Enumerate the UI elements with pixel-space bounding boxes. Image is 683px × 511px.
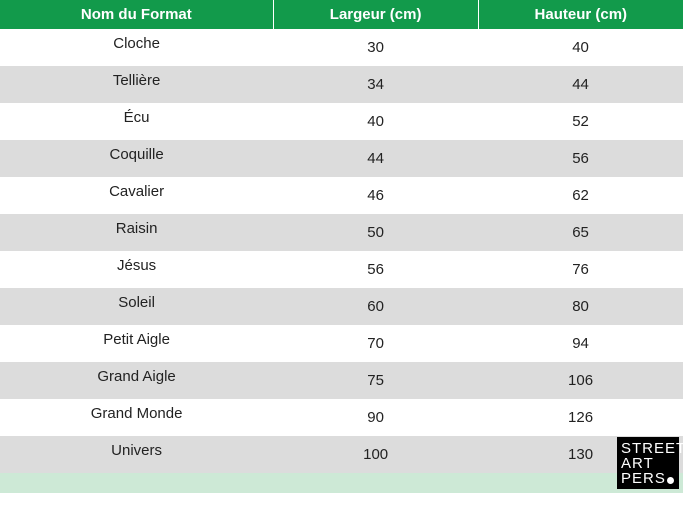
cell-height: 80 bbox=[478, 288, 683, 325]
table-row: Raisin 50 65 bbox=[0, 214, 683, 251]
table-body: Cloche 30 40 Tellière 34 44 Écu 40 52 Co… bbox=[0, 29, 683, 493]
table-row: Cloche 30 40 bbox=[0, 29, 683, 66]
cell-height: 62 bbox=[478, 177, 683, 214]
cell-name: Écu bbox=[0, 103, 273, 140]
cell-height: 52 bbox=[478, 103, 683, 140]
cell-width: 70 bbox=[273, 325, 478, 362]
logo-line3: PERS bbox=[621, 471, 675, 486]
cell-height: 94 bbox=[478, 325, 683, 362]
cell-width: 50 bbox=[273, 214, 478, 251]
cell-height: 126 bbox=[478, 399, 683, 436]
table-row: Petit Aigle 70 94 bbox=[0, 325, 683, 362]
table-header-row: Nom du Format Largeur (cm) Hauteur (cm) bbox=[0, 0, 683, 29]
cell-height: 44 bbox=[478, 66, 683, 103]
cell-height: 65 bbox=[478, 214, 683, 251]
table-footer-row bbox=[0, 473, 683, 493]
cell-height: 76 bbox=[478, 251, 683, 288]
cell-name: Grand Monde bbox=[0, 399, 273, 436]
logo-line1: STREET bbox=[621, 441, 675, 456]
cell-width: 90 bbox=[273, 399, 478, 436]
cell-height: 56 bbox=[478, 140, 683, 177]
footer-cell bbox=[0, 473, 683, 493]
cell-name: Univers bbox=[0, 436, 273, 473]
col-header-width: Largeur (cm) bbox=[273, 0, 478, 29]
cell-width: 60 bbox=[273, 288, 478, 325]
col-header-name: Nom du Format bbox=[0, 0, 273, 29]
cell-name: Petit Aigle bbox=[0, 325, 273, 362]
cell-width: 40 bbox=[273, 103, 478, 140]
cell-name: Grand Aigle bbox=[0, 362, 273, 399]
table-row: Écu 40 52 bbox=[0, 103, 683, 140]
cell-height: 106 bbox=[478, 362, 683, 399]
cell-width: 46 bbox=[273, 177, 478, 214]
table-row: Coquille 44 56 bbox=[0, 140, 683, 177]
table-row: Soleil 60 80 bbox=[0, 288, 683, 325]
cell-name: Soleil bbox=[0, 288, 273, 325]
cell-height: 40 bbox=[478, 29, 683, 66]
cell-name: Coquille bbox=[0, 140, 273, 177]
cell-name: Cloche bbox=[0, 29, 273, 66]
cell-name: Tellière bbox=[0, 66, 273, 103]
dot-icon bbox=[667, 477, 674, 484]
cell-width: 56 bbox=[273, 251, 478, 288]
col-header-height: Hauteur (cm) bbox=[478, 0, 683, 29]
table-row: Grand Monde 90 126 bbox=[0, 399, 683, 436]
cell-width: 34 bbox=[273, 66, 478, 103]
cell-name: Jésus bbox=[0, 251, 273, 288]
table-row: Cavalier 46 62 bbox=[0, 177, 683, 214]
cell-width: 100 bbox=[273, 436, 478, 473]
cell-width: 30 bbox=[273, 29, 478, 66]
logo-line2: ART bbox=[621, 456, 675, 471]
table-row: Grand Aigle 75 106 bbox=[0, 362, 683, 399]
cell-width: 75 bbox=[273, 362, 478, 399]
table-row: Tellière 34 44 bbox=[0, 66, 683, 103]
cell-name: Raisin bbox=[0, 214, 273, 251]
table-row: Univers 100 130 bbox=[0, 436, 683, 473]
table-row: Jésus 56 76 bbox=[0, 251, 683, 288]
cell-width: 44 bbox=[273, 140, 478, 177]
formats-table: Nom du Format Largeur (cm) Hauteur (cm) … bbox=[0, 0, 683, 493]
brand-logo: STREET ART PERS bbox=[617, 437, 679, 489]
cell-name: Cavalier bbox=[0, 177, 273, 214]
